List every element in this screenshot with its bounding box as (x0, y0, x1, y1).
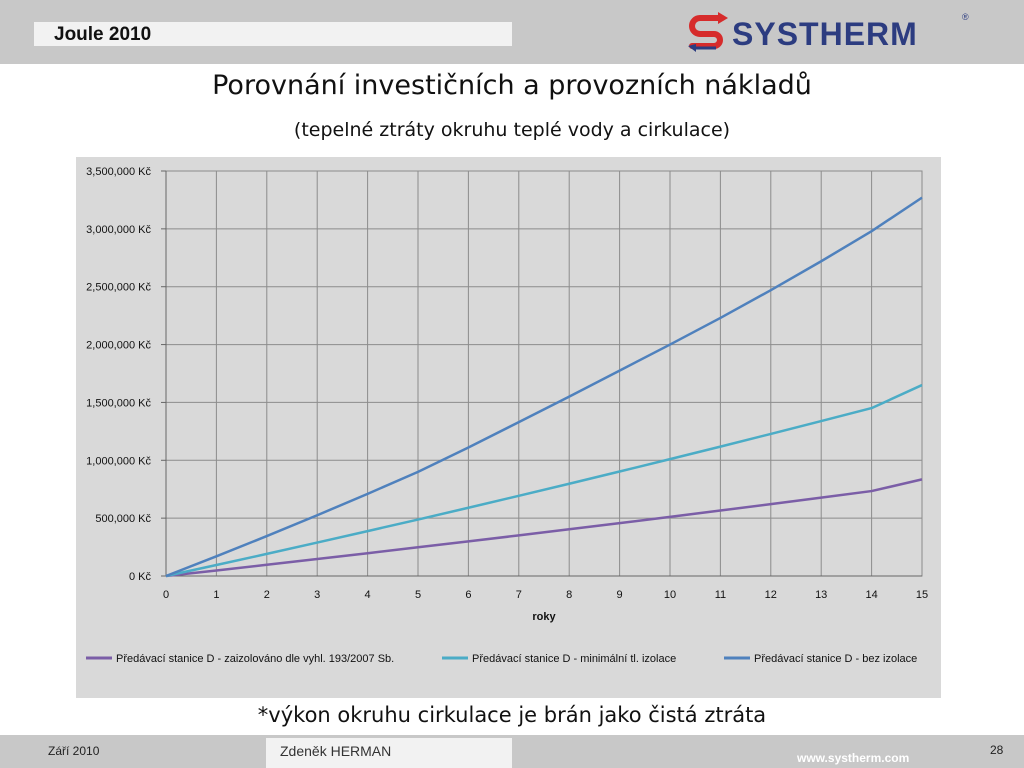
x-tick-label: 8 (566, 589, 572, 601)
header-title-box (34, 22, 512, 46)
x-tick-label: 14 (865, 589, 877, 601)
page-number: 28 (990, 743, 1004, 757)
x-tick-label: 11 (715, 589, 726, 601)
series-line-1 (165, 478, 923, 578)
x-tick-label: 15 (916, 589, 928, 601)
slide-title: Porovnání investičních a provozních nákl… (212, 70, 812, 101)
systherm-logo: SYSTHERM ® (686, 10, 986, 58)
x-tick-label: 12 (765, 589, 777, 601)
y-tick-label: 3,000,000 Kč (86, 224, 151, 236)
x-tick-label: 3 (314, 589, 320, 601)
x-tick-label: 1 (213, 589, 219, 601)
logo-text: SYSTHERM (732, 16, 918, 52)
slide-subtitle: (tepelné ztráty okruhu teplé vody a cirk… (293, 119, 731, 141)
x-tick-label: 4 (365, 589, 371, 601)
systherm-logo-icon (688, 12, 728, 52)
footer-author: Zdeněk HERMAN (280, 743, 392, 759)
x-tick-label: 6 (465, 589, 471, 601)
x-tick-label: 2 (264, 589, 270, 601)
y-tick-label: 2,500,000 Kč (86, 282, 151, 294)
y-tick-label: 500,000 Kč (95, 513, 151, 525)
x-tick-label: 9 (617, 589, 623, 601)
chart-area: 0 Kč 500,000 Kč 1,000,000 Kč 1,500,000 Kč 2,… (76, 157, 941, 698)
legend-label-1: Předávací stanice D - zaizolováno dle vy… (116, 653, 394, 665)
y-tick-label: 3,500,000 Kč (86, 166, 151, 178)
y-tick-label: 1,500,000 Kč (86, 397, 151, 409)
footer-date: Září 2010 (48, 744, 100, 758)
footer-url: www.systherm.com (797, 751, 910, 765)
header-title: Joule 2010 (54, 24, 152, 45)
footer-author-box (266, 738, 512, 768)
legend-label-3: Předávací stanice D - bez izolace (754, 653, 917, 665)
line-chart: 0 Kč 500,000 Kč 1,000,000 Kč 1,500,000 Kč 2,… (86, 166, 928, 665)
footer-band (0, 735, 1024, 768)
y-tick-label: 1,000,000 Kč (86, 455, 151, 467)
x-tick-label: 13 (815, 589, 827, 601)
legend-label-2: Předávací stanice D - minimální tl. izol… (472, 653, 676, 665)
footnote: *výkon okruhu cirkulace je brán jako čis… (257, 703, 767, 727)
x-tick-label: 10 (664, 589, 676, 601)
x-tick-label: 5 (415, 589, 421, 601)
y-tick-label: 2,000,000 Kč (86, 340, 151, 352)
x-tick-label: 7 (516, 589, 522, 601)
x-tick-label: 0 (163, 589, 169, 601)
x-axis-label: roky (532, 611, 556, 623)
series-line-3 (165, 196, 923, 578)
plot-area (165, 170, 923, 577)
logo-registered-mark: ® (962, 12, 969, 22)
series-line-2 (165, 383, 923, 578)
y-tick-label: 0 Kč (129, 571, 152, 583)
